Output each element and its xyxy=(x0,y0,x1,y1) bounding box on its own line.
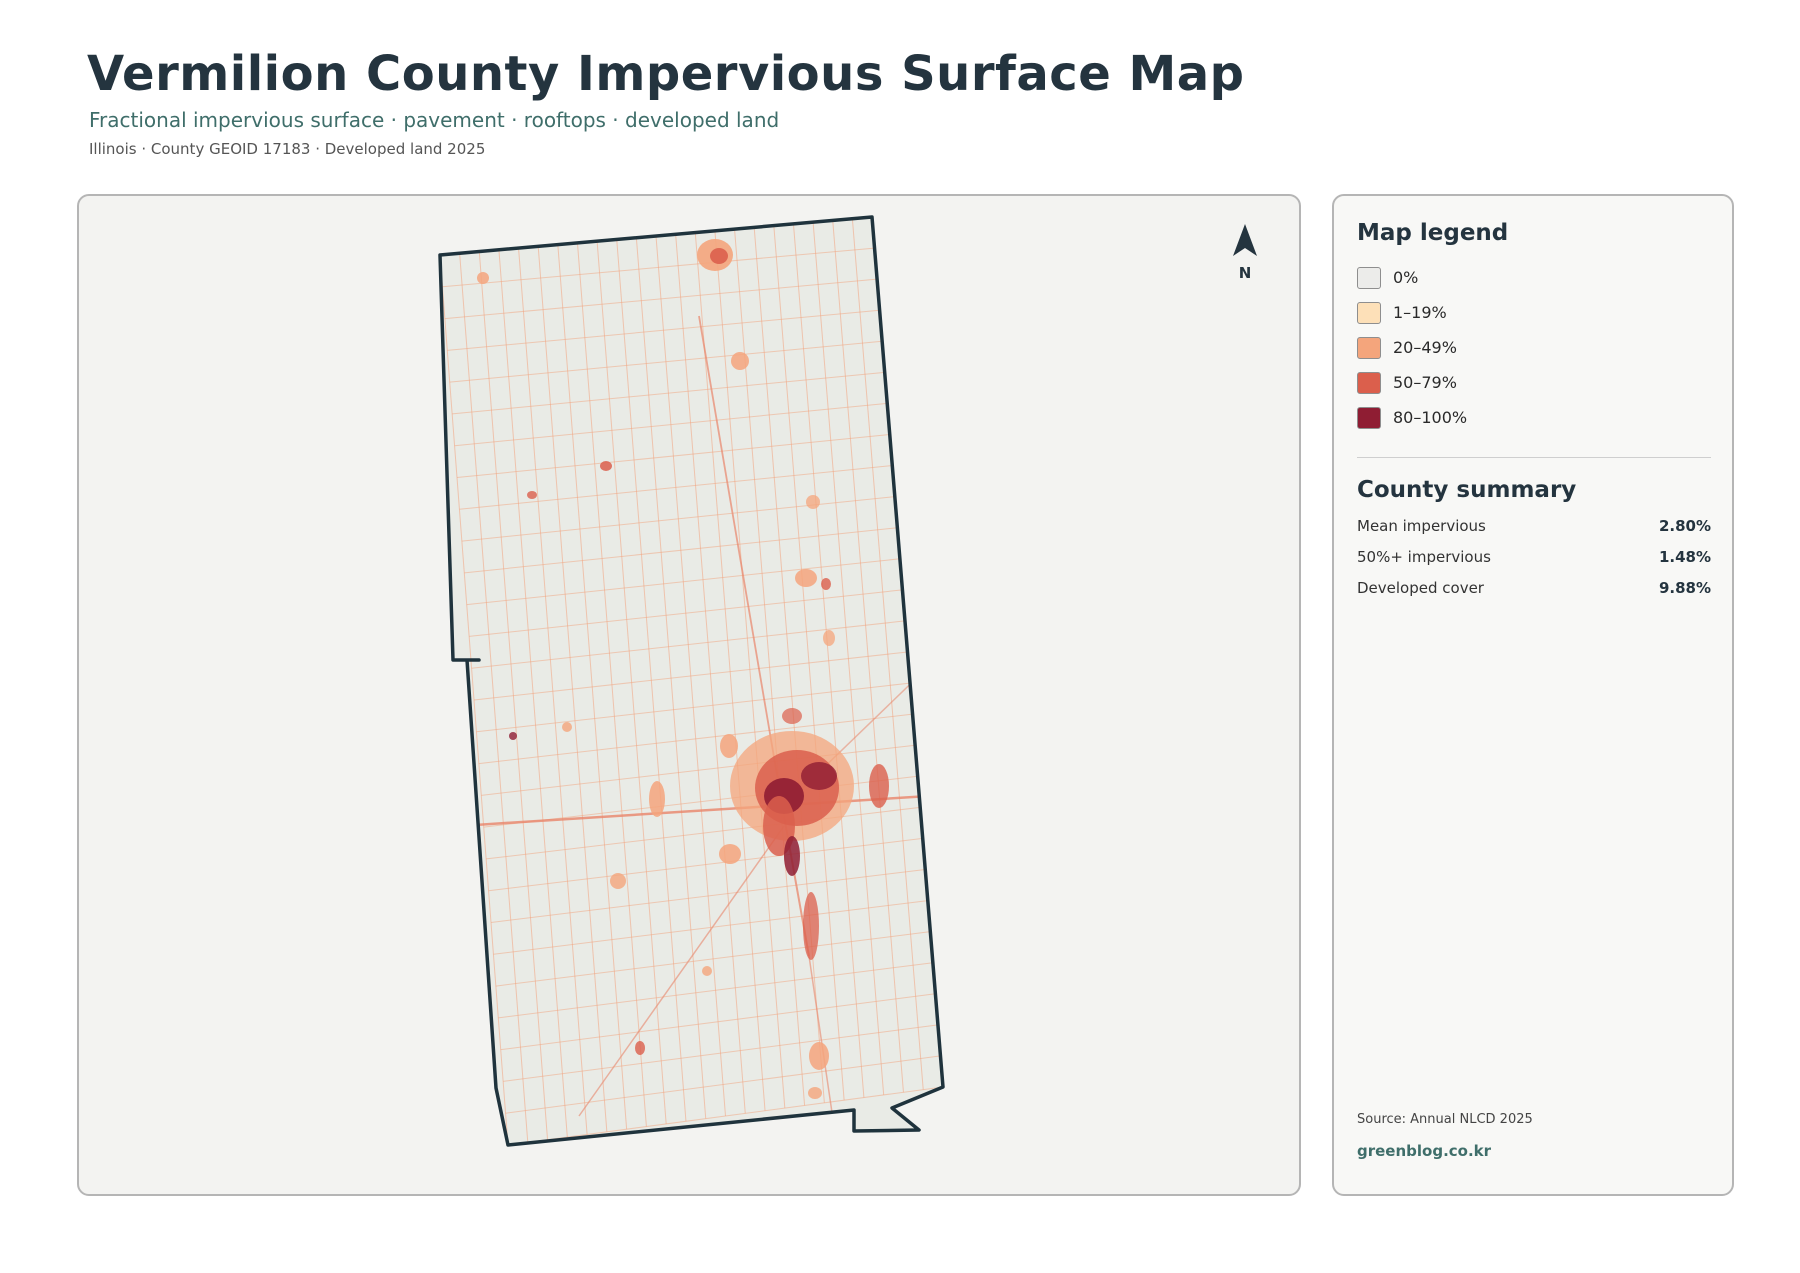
legend-swatch xyxy=(1357,337,1381,359)
rural-village-far-south xyxy=(808,1087,822,1099)
section-road-ew xyxy=(503,1024,938,1082)
stat-label: Developed cover xyxy=(1357,579,1484,597)
section-road-ew xyxy=(478,713,913,765)
page-title: Vermilion County Impervious Surface Map xyxy=(87,46,1245,102)
highway-sw xyxy=(578,825,785,1117)
city-district xyxy=(801,762,837,790)
stat-high-impervious: 50%+ impervious 1.48% xyxy=(1357,548,1711,568)
stat-mean-impervious: Mean impervious 2.80% xyxy=(1357,517,1711,537)
section-road-ew xyxy=(481,744,916,796)
north-label: N xyxy=(1239,264,1252,282)
legend-panel: Map legend 0% 1–19% 20–49% 50–79% 80–100… xyxy=(1332,194,1734,1196)
section-road-ew xyxy=(461,496,895,542)
legend-label: 1–19% xyxy=(1393,303,1447,322)
rural-village-west xyxy=(600,461,612,471)
rural-village xyxy=(610,873,626,889)
legend-divider xyxy=(1357,457,1711,458)
section-road-ew xyxy=(493,900,928,955)
north-arrow: N xyxy=(1233,224,1257,282)
north-central-town xyxy=(731,352,749,370)
section-road-ew xyxy=(507,1086,943,1145)
north-arrow-icon xyxy=(1233,224,1257,256)
brand-link[interactable]: greenblog.co.kr xyxy=(1357,1142,1492,1160)
northern-town-core xyxy=(710,248,728,264)
section-road-ew xyxy=(476,682,911,733)
section-road-ew xyxy=(449,340,883,383)
rural-village-sw xyxy=(702,966,712,976)
southwest-town xyxy=(719,844,741,864)
rural-site xyxy=(509,732,517,740)
section-road-ew xyxy=(469,589,903,637)
rural-village-southwest xyxy=(562,722,572,732)
page-subtitle: Fractional impervious surface · pavement… xyxy=(89,108,780,132)
rural-site-east xyxy=(823,630,835,646)
developed-areas xyxy=(477,239,889,1099)
legend-swatch xyxy=(1357,407,1381,429)
source-note: Source: Annual NLCD 2025 xyxy=(1357,1112,1533,1127)
section-road-ew xyxy=(495,931,931,987)
highway-far-south xyxy=(808,955,835,1127)
stat-value: 1.48% xyxy=(1658,548,1711,566)
southern-town xyxy=(809,1042,829,1070)
page-meta: Illinois · County GEOID 17183 · Develope… xyxy=(89,140,486,158)
section-road-ew xyxy=(505,1055,941,1114)
east-edge-development xyxy=(869,764,889,808)
city-north-suburb xyxy=(782,708,802,724)
stat-value: 2.80% xyxy=(1658,517,1711,535)
legend-label: 80–100% xyxy=(1393,408,1468,427)
northwest-village xyxy=(477,272,489,284)
stat-label: Mean impervious xyxy=(1357,517,1486,535)
section-road-ew xyxy=(452,371,885,415)
section-road-ew xyxy=(442,247,875,288)
section-road-ew xyxy=(466,558,900,606)
section-road-ew xyxy=(447,309,880,351)
section-road-ew xyxy=(454,402,888,447)
legend-swatch xyxy=(1357,302,1381,324)
west-suburb xyxy=(720,734,738,758)
legend-title: Map legend xyxy=(1357,220,1509,246)
section-road-ew xyxy=(471,620,906,669)
south-corridor xyxy=(803,892,819,960)
highway-village xyxy=(806,495,820,509)
section-road-ew xyxy=(459,465,893,510)
legend-swatch xyxy=(1357,372,1381,394)
highway-north xyxy=(698,315,785,817)
legend-label: 50–79% xyxy=(1393,373,1457,392)
stat-developed-cover: Developed cover 9.88% xyxy=(1357,579,1711,599)
section-road-ew xyxy=(488,837,923,892)
section-road-ew xyxy=(500,993,936,1051)
map-panel[interactable]: N xyxy=(77,194,1301,1196)
city-south-core xyxy=(784,836,800,876)
west-corridor-town xyxy=(649,781,665,817)
section-road-ew xyxy=(444,278,878,320)
county-map[interactable]: N xyxy=(79,196,1301,1196)
county-boundary xyxy=(438,215,945,1147)
section-road-ew xyxy=(498,962,933,1019)
stat-label: 50%+ impervious xyxy=(1357,548,1491,566)
legend-swatch xyxy=(1357,267,1381,289)
section-road-ew xyxy=(456,434,890,478)
section-road-ew xyxy=(490,869,926,923)
section-road-ew xyxy=(473,651,908,701)
stat-value: 9.88% xyxy=(1658,579,1711,597)
section-road-ew xyxy=(486,806,921,860)
section-road-ew xyxy=(464,527,898,574)
summary-title: County summary xyxy=(1357,477,1577,503)
central-town xyxy=(795,569,817,587)
highway-village-core xyxy=(821,578,831,590)
rural-village-south xyxy=(635,1041,645,1055)
rural-village-far-west xyxy=(527,491,537,499)
legend-label: 0% xyxy=(1393,268,1419,287)
legend-label: 20–49% xyxy=(1393,338,1457,357)
